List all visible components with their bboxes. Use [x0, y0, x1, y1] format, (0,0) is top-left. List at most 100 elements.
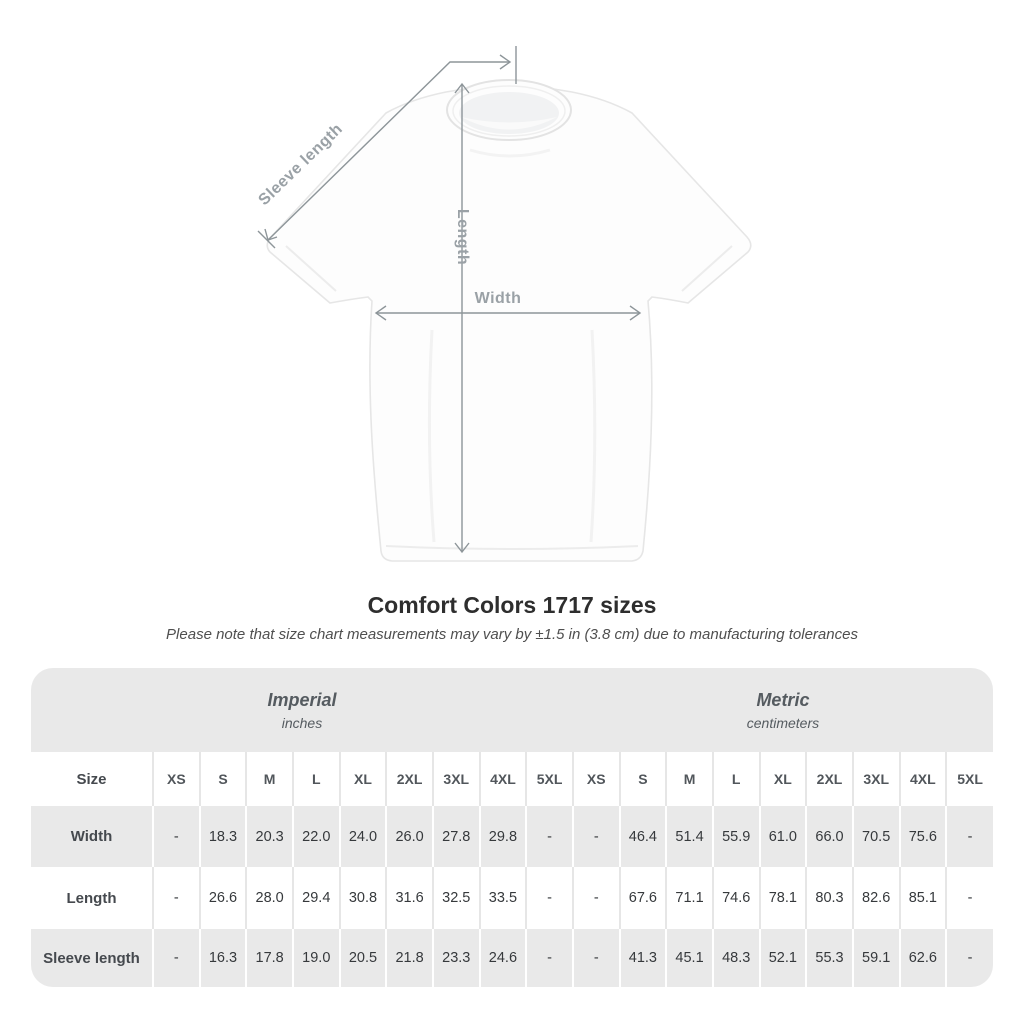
- metric-label: Metric: [756, 689, 810, 710]
- page-subtitle: Please note that size chart measurements…: [166, 625, 858, 643]
- size-header-metric-3xl: 3XL: [851, 752, 900, 807]
- width-metric-xs: -: [571, 806, 620, 868]
- sleeve-metric-4xl: 62.6: [898, 929, 947, 988]
- measurement-annotations: [257, 46, 642, 554]
- length-imperial-4xl: 33.5: [478, 867, 527, 930]
- width-imperial-3xl: 27.8: [431, 806, 480, 868]
- size-header-row: Size XS S M L XL 2XL 3XL 4XL 5XL XS S M …: [31, 752, 993, 807]
- row-label-width: Width: [31, 806, 153, 868]
- length-imperial-s: 26.6: [198, 867, 247, 930]
- cuff-tick: [257, 230, 276, 249]
- size-header-imperial-5xl: 5XL: [525, 752, 573, 807]
- sleeve-metric-2xl: 55.3: [805, 929, 853, 988]
- length-imperial-2xl: 31.6: [385, 867, 433, 930]
- length-imperial-xs: -: [152, 867, 200, 930]
- width-metric-s: 46.4: [618, 806, 667, 868]
- sleeve-imperial-xl: 20.5: [338, 929, 387, 988]
- size-header-metric-4xl: 4XL: [898, 752, 947, 807]
- row-label-length: Length: [31, 867, 153, 930]
- page-title: Comfort Colors 1717 sizes: [367, 592, 657, 618]
- size-header-imperial-3xl: 3XL: [431, 752, 480, 807]
- length-imperial-l: 29.4: [291, 867, 340, 930]
- sleeve-metric-xl: 52.1: [758, 929, 807, 988]
- width-imperial-xs: -: [152, 806, 200, 868]
- length-imperial-5xl: -: [525, 867, 573, 930]
- table-row-sleeve-length: Sleeve length - 16.3 17.8 19.0 20.5 21.8…: [31, 929, 993, 988]
- tshirt-measurement-diagram: Sleeve length Length Width: [256, 46, 752, 562]
- table-row-length: Length - 26.6 28.0 29.4 30.8 31.6 32.5 3…: [31, 867, 993, 930]
- row-label-sleeve-length: Sleeve length: [31, 929, 153, 988]
- size-column-header: Size: [31, 752, 153, 807]
- width-imperial-l: 22.0: [291, 806, 340, 868]
- sleeve-imperial-4xl: 24.6: [478, 929, 527, 988]
- sleeve-imperial-l: 19.0: [291, 929, 340, 988]
- width-imperial-xl: 24.0: [338, 806, 387, 868]
- width-metric-l: 55.9: [711, 806, 760, 868]
- sleeve-metric-xs: -: [571, 929, 620, 988]
- left-cuff-seam: [285, 245, 337, 292]
- size-header-imperial-l: L: [291, 752, 340, 807]
- length-arrow: [454, 82, 470, 554]
- width-imperial-s: 18.3: [198, 806, 247, 868]
- width-imperial-5xl: -: [525, 806, 573, 868]
- fold-line: [469, 148, 551, 158]
- width-imperial-2xl: 26.0: [385, 806, 433, 868]
- size-header-imperial-xl: XL: [338, 752, 387, 807]
- width-imperial-m: 20.3: [245, 806, 293, 868]
- tshirt-diagram-svg: Sleeve length Length Width: [256, 46, 752, 562]
- metric-unit-label: centimeters: [746, 714, 820, 731]
- width-metric-4xl: 75.6: [898, 806, 947, 868]
- imperial-label: Imperial: [267, 689, 337, 710]
- width-label: Width: [475, 290, 522, 307]
- length-metric-l: 74.6: [711, 867, 760, 930]
- width-arrow: [374, 305, 642, 321]
- size-header-metric-2xl: 2XL: [805, 752, 853, 807]
- size-header-metric-m: M: [665, 752, 713, 807]
- sleeve-imperial-m: 17.8: [245, 929, 293, 988]
- length-metric-5xl: -: [945, 867, 993, 930]
- tshirt-image: [266, 79, 752, 562]
- sleeve-imperial-5xl: -: [525, 929, 573, 988]
- size-header-imperial-2xl: 2XL: [385, 752, 433, 807]
- length-metric-xl: 78.1: [758, 867, 807, 930]
- length-metric-m: 71.1: [665, 867, 713, 930]
- sleeve-metric-l: 48.3: [711, 929, 760, 988]
- size-header-metric-s: S: [618, 752, 667, 807]
- length-imperial-xl: 30.8: [338, 867, 387, 930]
- length-imperial-3xl: 32.5: [431, 867, 480, 930]
- fold-line: [589, 329, 597, 543]
- size-header-imperial-s: S: [198, 752, 247, 807]
- sleeve-length-arrow: [257, 46, 517, 249]
- sleeve-imperial-2xl: 21.8: [385, 929, 433, 988]
- width-metric-2xl: 66.0: [805, 806, 853, 868]
- size-header-metric-xs: XS: [571, 752, 620, 807]
- sleeve-imperial-xs: -: [152, 929, 200, 988]
- hem-seam: [385, 545, 639, 550]
- size-header-metric-l: L: [711, 752, 760, 807]
- sleeve-imperial-3xl: 23.3: [431, 929, 480, 988]
- length-metric-xs: -: [571, 867, 620, 930]
- width-metric-xl: 61.0: [758, 806, 807, 868]
- width-metric-m: 51.4: [665, 806, 713, 868]
- length-metric-3xl: 82.6: [851, 867, 900, 930]
- collar: [446, 79, 572, 141]
- sleeve-imperial-s: 16.3: [198, 929, 247, 988]
- length-metric-4xl: 85.1: [898, 867, 947, 930]
- imperial-unit-label: inches: [281, 714, 323, 731]
- unit-header-row: Imperial inches Metric centimeters: [31, 668, 993, 753]
- size-header-metric-xl: XL: [758, 752, 807, 807]
- width-metric-3xl: 70.5: [851, 806, 900, 868]
- table-row-width: Width - 18.3 20.3 22.0 24.0 26.0 27.8 29…: [31, 806, 993, 868]
- unit-header-metric: Metric centimeters: [572, 668, 993, 753]
- width-metric-5xl: -: [945, 806, 993, 868]
- length-label: Length: [454, 209, 471, 265]
- size-chart-table: Imperial inches Metric centimeters Size …: [31, 668, 993, 988]
- width-imperial-4xl: 29.8: [478, 806, 527, 868]
- sleeve-metric-3xl: 59.1: [851, 929, 900, 988]
- sleeve-metric-m: 45.1: [665, 929, 713, 988]
- tshirt-shape: [266, 85, 752, 562]
- size-header-imperial-xs: XS: [152, 752, 200, 807]
- fold-line: [427, 329, 436, 543]
- unit-header-imperial: Imperial inches: [31, 668, 573, 753]
- size-header-imperial-m: M: [245, 752, 293, 807]
